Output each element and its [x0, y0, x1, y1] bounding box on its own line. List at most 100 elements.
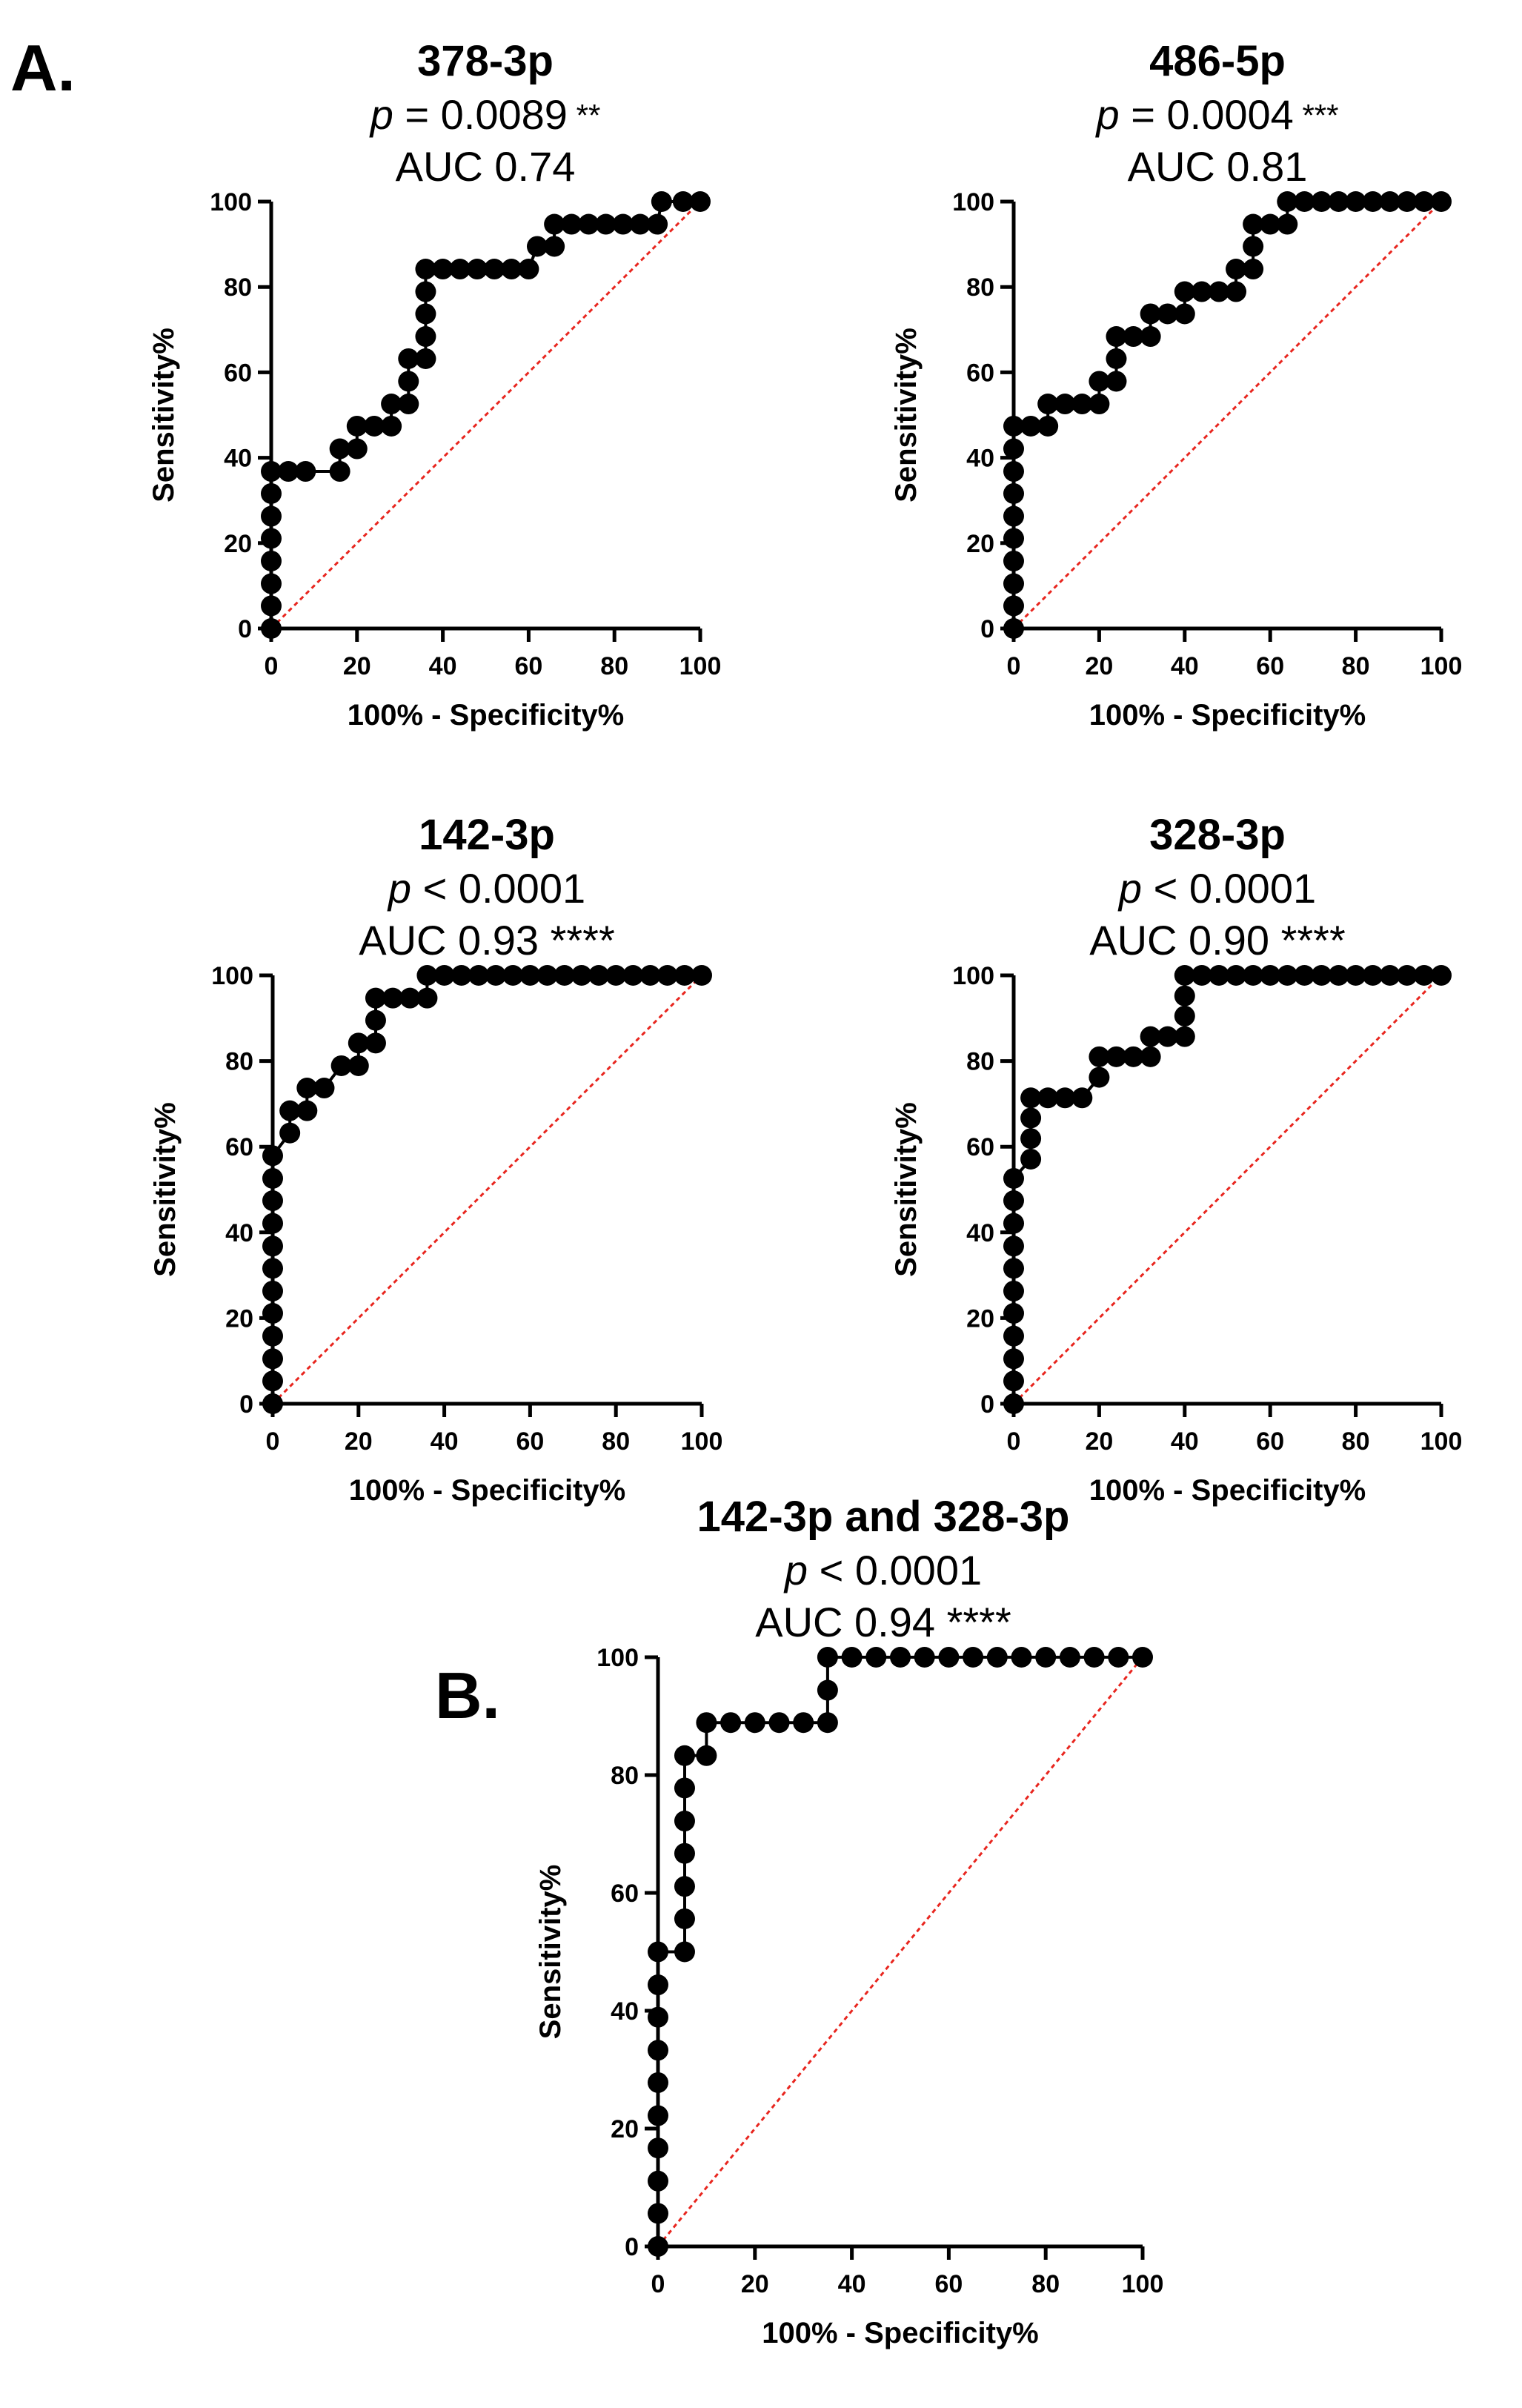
roc-data-point: [1003, 1167, 1024, 1189]
y-tick-label: 60: [966, 1133, 994, 1161]
roc-data-point: [554, 965, 575, 986]
roc-data-point: [571, 965, 592, 986]
roc-data-point: [1328, 965, 1349, 986]
roc-data-point: [1208, 281, 1229, 302]
roc-data-point: [1294, 191, 1315, 212]
roc-data-point: [1106, 371, 1127, 392]
roc-data-point: [963, 1647, 984, 1668]
roc-data-point: [1106, 1046, 1127, 1067]
roc-data-point: [296, 1100, 318, 1121]
roc-data-point: [817, 1712, 838, 1734]
p-value-text: p < 0.0001: [783, 1547, 982, 1593]
roc-data-point: [1003, 1348, 1024, 1370]
roc-data-point: [720, 1712, 742, 1734]
roc-data-point: [696, 1712, 717, 1734]
roc-data-point: [938, 1647, 960, 1668]
roc-data-point: [449, 259, 471, 280]
roc-data-point: [1003, 573, 1024, 594]
roc-data-point: [526, 236, 548, 257]
roc-data-point: [674, 1811, 695, 1832]
p-value-text: p < 0.0001: [387, 865, 585, 912]
chart-title: 142-3p: [419, 811, 555, 859]
roc-data-point: [1157, 303, 1178, 325]
roc-data-point: [381, 394, 402, 415]
roc-data-point: [1208, 965, 1229, 986]
roc-data-point: [415, 259, 436, 280]
p-value-text: p = 0.0004 ***: [1095, 91, 1339, 138]
roc-data-point: [1106, 326, 1127, 348]
roc-data-point: [329, 438, 350, 460]
roc-data-point: [484, 259, 505, 280]
x-tick-label: 80: [1031, 2270, 1060, 2298]
roc-data-point: [1071, 394, 1093, 415]
chart-title: 328-3p: [1149, 811, 1286, 859]
roc-data-point: [432, 259, 453, 280]
roc-data-point: [1277, 191, 1298, 212]
roc-data-point: [295, 461, 316, 482]
roc-data-point: [690, 191, 711, 212]
y-tick-label: 40: [966, 445, 994, 473]
reference-diagonal-line: [271, 974, 703, 1405]
x-axis-label: 100% - Specificity%: [1089, 699, 1366, 732]
roc-data-point: [1123, 326, 1144, 348]
x-tick-label: 80: [1342, 652, 1370, 680]
x-tick-label: 100: [1122, 2270, 1164, 2298]
roc-data-point: [691, 965, 712, 986]
roc-data-point: [622, 965, 644, 986]
roc-data-point: [1089, 371, 1110, 392]
auc-text: AUC 0.93 ****: [359, 917, 615, 963]
roc-data-point: [817, 1647, 838, 1668]
roc-data-point: [348, 1032, 369, 1054]
y-tick-label: 20: [966, 530, 994, 558]
roc-data-point: [674, 1843, 695, 1864]
x-tick-label: 60: [514, 652, 542, 680]
roc-data-point: [1277, 213, 1298, 235]
roc-data-point: [261, 618, 282, 639]
x-tick-label: 0: [1007, 652, 1021, 680]
roc-data-point: [313, 1078, 335, 1099]
p-value: < 0.0001: [1142, 865, 1316, 912]
roc-data-point: [1003, 1190, 1024, 1212]
x-axis-label: 100% - Specificity%: [348, 699, 625, 732]
roc-data-point: [382, 987, 404, 1009]
roc-charts-group: 378-3p p = 0.0089 ** AUC 0.74 0 20 40 60 80 100 0…: [147, 37, 1462, 2349]
roc-data-point: [261, 595, 282, 617]
roc-data-point: [674, 1876, 695, 1897]
roc-data-point: [674, 1777, 695, 1799]
roc-data-point: [1003, 438, 1024, 460]
roc-data-point: [648, 2236, 668, 2257]
roc-data-point: [1396, 965, 1418, 986]
roc-data-point: [536, 965, 558, 986]
roc-data-point: [262, 1303, 283, 1324]
roc-data-point: [416, 965, 438, 986]
roc-data-point: [1003, 1258, 1024, 1279]
roc-data-point: [1123, 1046, 1144, 1067]
roc-data-point: [1413, 965, 1435, 986]
y-tick-label: 40: [224, 445, 252, 473]
roc-data-point: [1071, 1087, 1093, 1109]
roc-data-point: [1003, 505, 1024, 527]
roc-data-point: [648, 2170, 668, 2192]
roc-data-point: [262, 1280, 283, 1301]
roc-data-point: [415, 281, 436, 302]
roc-data-point: [1260, 213, 1281, 235]
x-tick-label: 20: [1085, 652, 1113, 680]
roc-data-point: [261, 505, 282, 527]
roc-data-point: [1108, 1647, 1129, 1668]
roc-data-point: [365, 987, 386, 1009]
roc-data-point: [329, 461, 350, 482]
y-tick-label: 80: [225, 1048, 253, 1076]
y-tick-label: 80: [966, 1048, 994, 1076]
y-tick-label: 0: [980, 615, 994, 643]
x-tick-label: 40: [838, 2270, 866, 2298]
roc-data-point: [261, 528, 282, 549]
roc-data-point: [348, 1055, 369, 1076]
roc-data-point: [793, 1712, 814, 1734]
roc-data-point: [1431, 965, 1452, 986]
roc-data-point: [262, 1370, 283, 1392]
roc-data-point: [346, 438, 368, 460]
roc-data-point: [1174, 303, 1195, 325]
y-tick-label: 20: [611, 2115, 639, 2143]
p-value-text: p = 0.0089 **: [369, 91, 601, 138]
roc-data-point: [1328, 191, 1349, 212]
